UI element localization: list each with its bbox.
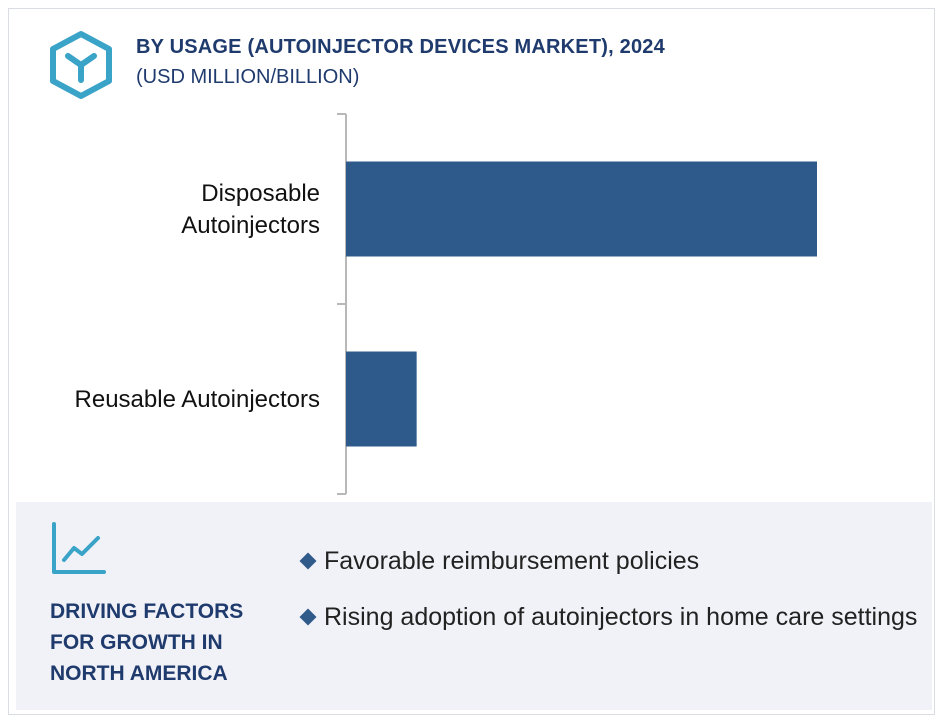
bar <box>346 161 817 257</box>
chart-subtitle: (USD MILLION/BILLION) <box>136 66 360 88</box>
driving-factors-title-line: NORTH AMERICA <box>50 662 228 685</box>
driving-factor-item: Favorable reimbursement policies <box>299 542 920 580</box>
driving-factors-title-line: DRIVING FACTORS <box>50 600 244 623</box>
driving-factor-text: Favorable reimbursement policies <box>324 547 700 575</box>
chart-title: BY USAGE (AUTOINJECTOR DEVICES MARKET), … <box>136 36 665 58</box>
bar-chart: Disposable Autoinjectors Reusable Autoinje… <box>75 113 817 495</box>
trend-chart-icon <box>52 522 106 574</box>
bar-series <box>346 161 817 447</box>
driving-factors-title-line: FOR GROWTH IN <box>50 631 223 654</box>
category-label-line: Autoinjectors <box>181 212 320 239</box>
y-axis <box>337 113 347 495</box>
hexagon-y-logo-icon <box>50 31 112 99</box>
diamond-bullet-icon <box>299 552 317 570</box>
diamond-bullet-icon <box>299 608 317 626</box>
driving-factor-item: Rising adoption of autoinjectors in home… <box>299 598 920 636</box>
driving-factors-panel: DRIVING FACTORS FOR GROWTH IN NORTH AMER… <box>16 502 932 710</box>
category-label: Reusable Autoinjectors <box>75 386 320 413</box>
category-label-line: Reusable Autoinjectors <box>75 386 320 413</box>
driving-factors-title: DRIVING FACTORS FOR GROWTH IN NORTH AMER… <box>50 596 270 689</box>
driving-factor-text: Rising adoption of autoinjectors in home… <box>324 603 918 631</box>
category-label: Disposable Autoinjectors <box>181 180 320 239</box>
category-labels: Disposable Autoinjectors Reusable Autoinje… <box>75 180 320 413</box>
category-label-line: Disposable <box>201 180 320 207</box>
bar <box>346 351 417 447</box>
driving-factors-list: Favorable reimbursement policies Rising … <box>299 542 920 654</box>
